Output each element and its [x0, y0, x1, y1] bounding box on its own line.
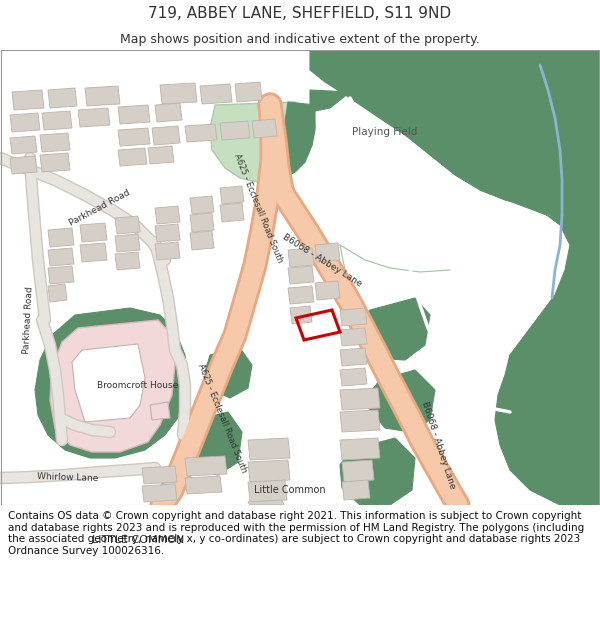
Polygon shape — [205, 348, 252, 398]
Polygon shape — [35, 308, 188, 458]
Polygon shape — [48, 266, 74, 284]
Polygon shape — [185, 124, 217, 142]
Polygon shape — [248, 438, 290, 460]
Polygon shape — [12, 90, 44, 110]
Polygon shape — [10, 136, 37, 154]
Polygon shape — [78, 108, 110, 127]
Polygon shape — [220, 203, 244, 222]
Polygon shape — [142, 484, 177, 502]
Polygon shape — [200, 84, 232, 104]
Polygon shape — [252, 119, 277, 138]
Polygon shape — [248, 460, 290, 482]
Polygon shape — [268, 102, 315, 180]
Polygon shape — [115, 252, 140, 270]
Polygon shape — [220, 121, 250, 140]
Polygon shape — [495, 320, 600, 505]
Polygon shape — [42, 111, 72, 130]
Polygon shape — [118, 148, 147, 166]
Text: Whirlow Lane: Whirlow Lane — [37, 472, 99, 484]
Polygon shape — [248, 480, 287, 502]
Text: Parkhead Road: Parkhead Road — [68, 188, 132, 228]
Polygon shape — [288, 286, 314, 304]
Polygon shape — [50, 320, 175, 452]
Polygon shape — [190, 213, 214, 232]
Polygon shape — [160, 83, 197, 104]
Polygon shape — [310, 90, 350, 112]
Polygon shape — [85, 86, 120, 106]
Polygon shape — [370, 370, 435, 432]
Polygon shape — [155, 224, 180, 242]
Polygon shape — [72, 344, 145, 422]
Polygon shape — [288, 248, 314, 267]
Polygon shape — [80, 223, 107, 242]
Polygon shape — [340, 388, 380, 410]
Polygon shape — [48, 88, 77, 108]
Text: Broomcroft House: Broomcroft House — [97, 381, 179, 389]
Polygon shape — [340, 308, 367, 326]
Polygon shape — [340, 368, 367, 386]
Polygon shape — [210, 102, 315, 182]
Polygon shape — [118, 128, 150, 146]
Polygon shape — [40, 153, 70, 172]
Polygon shape — [340, 328, 367, 346]
Polygon shape — [48, 284, 67, 302]
Polygon shape — [315, 243, 340, 262]
Text: Parkhead Road: Parkhead Road — [22, 286, 34, 354]
Polygon shape — [340, 348, 367, 366]
Polygon shape — [10, 156, 37, 174]
Text: 719, ABBEY LANE, SHEFFIELD, S11 9ND: 719, ABBEY LANE, SHEFFIELD, S11 9ND — [148, 6, 452, 21]
Polygon shape — [315, 281, 340, 300]
Text: Map shows position and indicative extent of the property.: Map shows position and indicative extent… — [120, 32, 480, 46]
Polygon shape — [142, 466, 177, 484]
Polygon shape — [340, 410, 380, 432]
Text: A625 - Ecclesall Road South: A625 - Ecclesall Road South — [196, 362, 248, 474]
Polygon shape — [155, 242, 180, 260]
Polygon shape — [40, 133, 70, 152]
Polygon shape — [480, 190, 600, 505]
Text: B6068 - Abbey Lane: B6068 - Abbey Lane — [281, 232, 363, 288]
Polygon shape — [10, 113, 40, 132]
Text: Little Common: Little Common — [254, 485, 326, 495]
Polygon shape — [340, 438, 415, 505]
Polygon shape — [342, 460, 374, 482]
Text: Contains OS data © Crown copyright and database right 2021. This information is : Contains OS data © Crown copyright and d… — [8, 511, 584, 556]
Polygon shape — [115, 234, 140, 252]
Polygon shape — [185, 456, 227, 476]
Polygon shape — [190, 231, 214, 250]
Polygon shape — [220, 186, 244, 204]
Polygon shape — [148, 146, 174, 164]
Polygon shape — [152, 126, 180, 145]
Polygon shape — [150, 402, 170, 420]
Polygon shape — [290, 306, 312, 324]
Polygon shape — [48, 228, 74, 247]
Polygon shape — [310, 50, 600, 235]
Polygon shape — [155, 206, 180, 224]
Polygon shape — [190, 196, 214, 214]
Polygon shape — [248, 500, 284, 505]
Polygon shape — [118, 105, 150, 124]
Polygon shape — [80, 243, 107, 262]
Polygon shape — [115, 216, 140, 234]
Text: Playing Field: Playing Field — [352, 127, 418, 137]
Polygon shape — [235, 82, 262, 102]
Polygon shape — [155, 103, 182, 122]
Polygon shape — [342, 480, 370, 500]
Text: B6068 - Abbey Lane: B6068 - Abbey Lane — [419, 400, 457, 490]
Polygon shape — [185, 476, 222, 494]
Text: LITTLE COMMON: LITTLE COMMON — [92, 535, 184, 545]
Text: A625 - Ecclesall Road South: A625 - Ecclesall Road South — [232, 152, 284, 264]
Polygon shape — [340, 438, 380, 460]
Polygon shape — [182, 412, 242, 475]
Polygon shape — [48, 248, 74, 266]
Polygon shape — [288, 266, 314, 284]
Polygon shape — [358, 298, 430, 360]
